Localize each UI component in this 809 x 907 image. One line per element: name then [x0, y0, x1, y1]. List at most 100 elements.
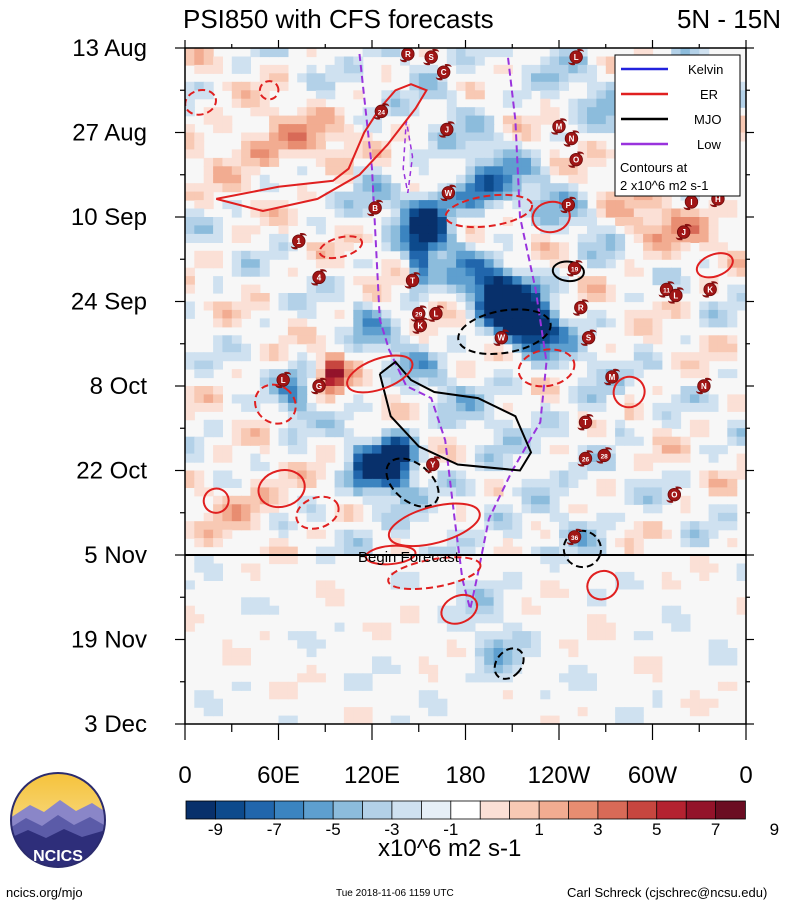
field-cell: [343, 504, 354, 514]
field-cell: [278, 386, 289, 395]
field-cell: [521, 90, 532, 100]
field-cell: [259, 462, 270, 472]
field-cell: [652, 233, 663, 243]
colorbar-swatch: [568, 800, 599, 820]
field-cell: [559, 56, 569, 66]
field-cell: [269, 487, 280, 497]
field-cell: [231, 64, 242, 74]
field-cell: [428, 352, 439, 362]
field-cell: [633, 529, 644, 539]
field-cell: [213, 56, 223, 66]
field-cell: [278, 546, 289, 556]
field-cell: [605, 631, 616, 641]
field-cell: [259, 107, 270, 117]
field-cell: [456, 487, 467, 497]
field-cell: [587, 369, 597, 379]
field-cell: [474, 639, 485, 649]
field-cell: [577, 538, 588, 548]
field-cell: [269, 605, 280, 615]
field-cell: [231, 343, 242, 353]
field-cell: [465, 200, 476, 210]
field-cell: [334, 73, 345, 83]
field-cell: [278, 217, 289, 226]
field-cell: [446, 115, 457, 125]
field-cell: [315, 73, 326, 83]
field-cell: [633, 436, 644, 446]
field-cell: [624, 259, 635, 269]
storm-label: I: [690, 198, 692, 207]
field-cell: [437, 208, 448, 218]
field-cell: [699, 217, 710, 226]
field-cell: [400, 504, 410, 514]
field-cell: [241, 267, 251, 277]
storm-marker: J: [675, 223, 692, 241]
field-cell: [409, 250, 420, 260]
field-cell: [362, 166, 373, 176]
field-cell: [549, 132, 560, 142]
field-cell: [353, 529, 364, 539]
footer-url[interactable]: ncics.org/mjo: [6, 885, 83, 900]
field-cell: [549, 149, 560, 159]
field-cell: [250, 284, 261, 294]
field-cell: [241, 352, 251, 362]
field-cell: [203, 115, 214, 125]
field-cell: [549, 445, 560, 455]
field-cell: [259, 64, 270, 74]
field-cell: [194, 394, 205, 404]
field-cell: [437, 191, 448, 201]
field-cell: [287, 326, 298, 336]
field-cell: [605, 293, 616, 303]
field-cell: [325, 250, 336, 260]
field-cell: [372, 276, 382, 286]
field-cell: [474, 132, 485, 142]
field-cell: [213, 563, 223, 573]
field-cell: [315, 428, 326, 438]
field-cell: [540, 293, 551, 303]
field-cell: [250, 107, 261, 117]
field-cell: [353, 301, 364, 311]
field-cell: [287, 555, 298, 565]
storm-label: K: [707, 285, 713, 294]
field-cell: [400, 293, 410, 303]
field-cell: [213, 124, 223, 134]
field-cell: [689, 394, 700, 404]
field-cell: [577, 470, 588, 480]
field-cell: [250, 90, 261, 100]
field-cell: [334, 538, 345, 548]
field-cell: [381, 200, 392, 210]
field-cell: [409, 267, 420, 277]
storm-label: M: [609, 373, 616, 382]
field-cell: [297, 386, 308, 395]
field-cell: [717, 369, 728, 379]
field-cell: [362, 622, 373, 632]
field-cell: [259, 98, 270, 108]
field-cell: [390, 132, 401, 142]
field-cell: [213, 259, 223, 269]
field-cell: [531, 648, 541, 658]
field-cell: [446, 107, 457, 117]
field-cell: [325, 166, 336, 176]
field-cell: [437, 352, 448, 362]
field-cell: [727, 369, 738, 379]
field-cell: [521, 174, 532, 184]
field-cell: [297, 318, 308, 328]
field-cell: [699, 335, 710, 345]
field-cell: [250, 166, 261, 176]
field-cell: [390, 217, 401, 226]
field-cell: [241, 521, 251, 531]
field-cell: [474, 318, 485, 328]
field-cell: [185, 284, 195, 294]
field-cell: [400, 487, 410, 497]
field-cell: [185, 436, 195, 446]
field-cell: [633, 48, 644, 58]
low-contour: [402, 120, 414, 194]
field-cell: [456, 250, 467, 260]
field-cell: [241, 436, 251, 446]
field-cell: [521, 326, 532, 336]
field-cell: [699, 563, 710, 573]
field-cell: [727, 352, 738, 362]
field-cell: [587, 250, 597, 260]
field-cell: [465, 369, 476, 379]
field-cell: [708, 521, 719, 531]
field-cell: [484, 284, 495, 294]
